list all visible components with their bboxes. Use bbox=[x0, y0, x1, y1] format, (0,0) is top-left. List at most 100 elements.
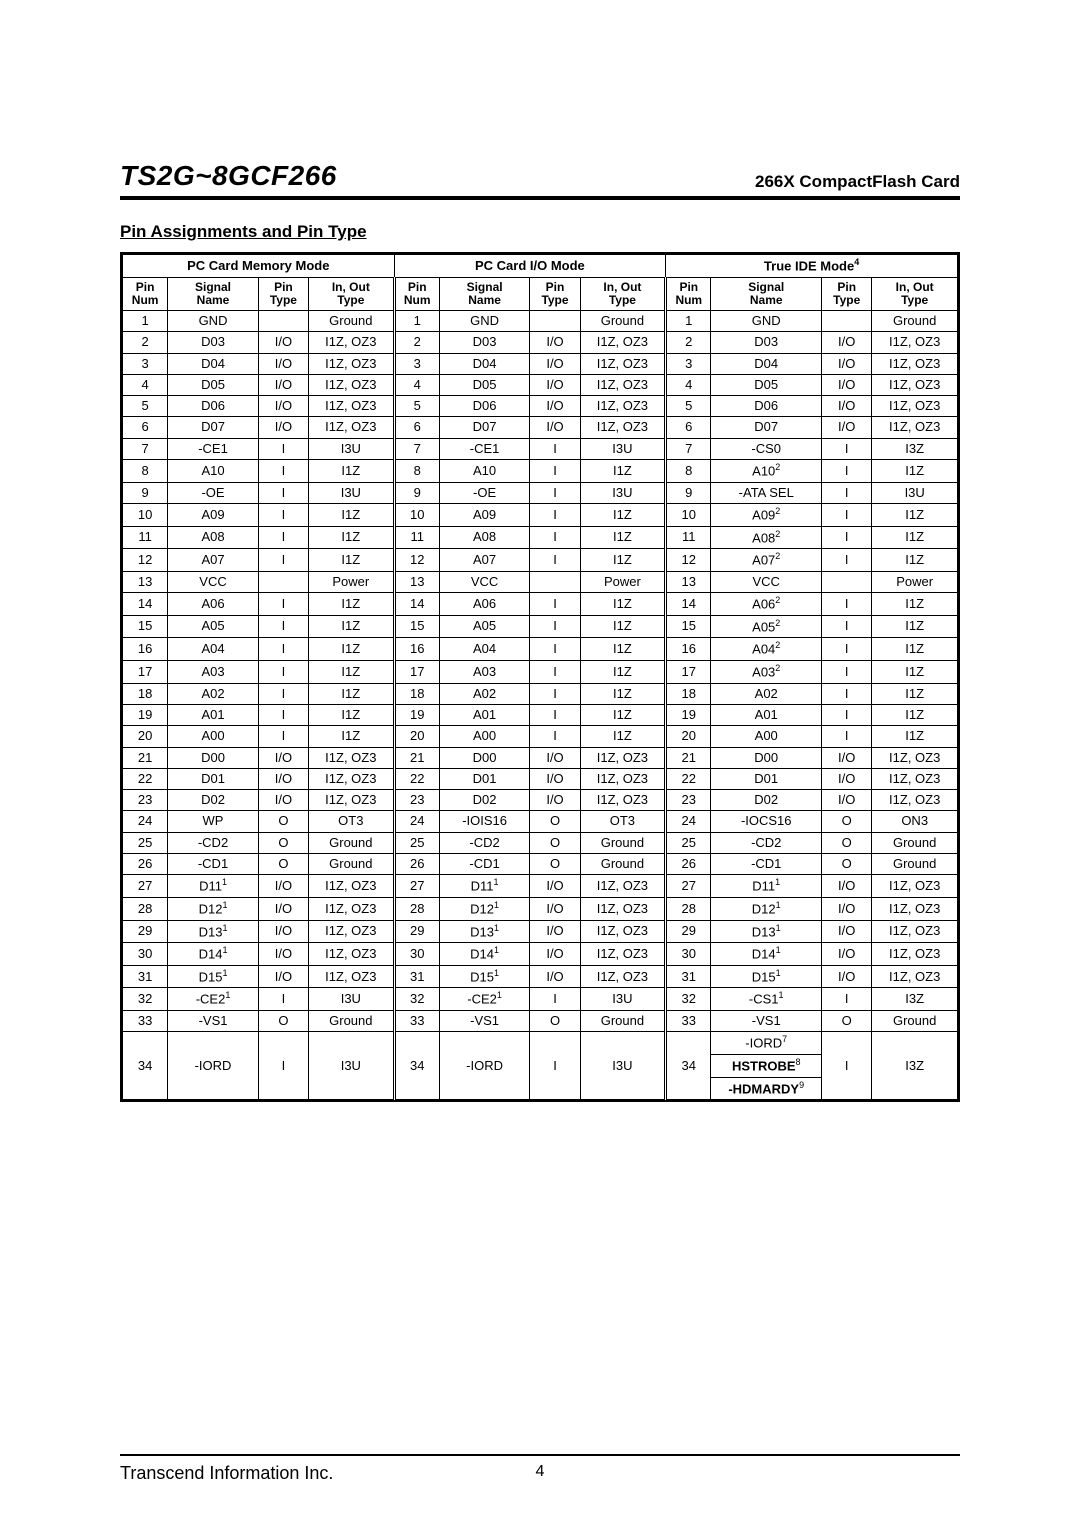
pin-num-io: 33 bbox=[394, 1011, 439, 1032]
io-type-io: I3U bbox=[580, 988, 666, 1011]
io-type-ide: Ground bbox=[872, 832, 958, 853]
pin-type-mem: I bbox=[258, 638, 308, 661]
io-type-io: Ground bbox=[580, 1011, 666, 1032]
signal-name-ide: -IOCS16 bbox=[711, 811, 822, 832]
table-row: 27D111I/OI1Z, OZ327D111I/OI1Z, OZ327D111… bbox=[123, 875, 958, 898]
pin-type-mem: I/O bbox=[258, 374, 308, 395]
table-row: 1GNDGround1GNDGround1GNDGround bbox=[123, 311, 958, 332]
col-sig-name: SignalName bbox=[439, 277, 530, 310]
signal-name-ide: -CD2 bbox=[711, 832, 822, 853]
page: TS2G~8GCF266 266X CompactFlash Card Pin … bbox=[0, 0, 1080, 1528]
io-type-io: I1Z bbox=[580, 661, 666, 684]
pin-num-mem: 30 bbox=[123, 943, 168, 966]
pin-type-io: I/O bbox=[530, 332, 580, 353]
table-row: 26-CD1OGround26-CD1OGround26-CD1OGround bbox=[123, 854, 958, 875]
pin-type-io: I bbox=[530, 1032, 580, 1100]
pin-type-mem bbox=[258, 311, 308, 332]
pin-type-mem: I/O bbox=[258, 747, 308, 768]
pin-type-mem: I bbox=[258, 1032, 308, 1100]
pin-num-ide: 24 bbox=[666, 811, 711, 832]
pin-type-io: I/O bbox=[530, 897, 580, 920]
pin-num-io: 27 bbox=[394, 875, 439, 898]
io-type-ide: ON3 bbox=[872, 811, 958, 832]
signal-name-io: D00 bbox=[439, 747, 530, 768]
signal-name-io: D141 bbox=[439, 943, 530, 966]
product-subtitle: 266X CompactFlash Card bbox=[755, 172, 960, 192]
pin-type-io: I/O bbox=[530, 353, 580, 374]
pin-num-mem: 19 bbox=[123, 704, 168, 725]
io-type-ide: I1Z, OZ3 bbox=[872, 747, 958, 768]
io-type-ide: I1Z bbox=[872, 683, 958, 704]
signal-name-io: -CE1 bbox=[439, 438, 530, 459]
io-type-io: Ground bbox=[580, 832, 666, 853]
pin-type-io: I bbox=[530, 482, 580, 503]
pin-type-mem: I bbox=[258, 661, 308, 684]
footer: Transcend Information Inc. 4 bbox=[120, 1463, 960, 1484]
table-row: 30D141I/OI1Z, OZ330D141I/OI1Z, OZ330D141… bbox=[123, 943, 958, 966]
signal-name-mem: A05 bbox=[168, 615, 259, 638]
pin-num-mem: 22 bbox=[123, 768, 168, 789]
pin-type-ide: I bbox=[822, 482, 872, 503]
io-type-ide: I1Z bbox=[872, 504, 958, 527]
table-row: 23D02I/OI1Z, OZ323D02I/OI1Z, OZ323D02I/O… bbox=[123, 790, 958, 811]
pin-type-io: I bbox=[530, 988, 580, 1011]
signal-name-mem: D05 bbox=[168, 374, 259, 395]
pin-type-ide: I/O bbox=[822, 790, 872, 811]
table-row: 4D05I/OI1Z, OZ34D05I/OI1Z, OZ34D05I/OI1Z… bbox=[123, 374, 958, 395]
signal-name-io: D131 bbox=[439, 920, 530, 943]
pin-type-io: I/O bbox=[530, 396, 580, 417]
pin-type-mem: I bbox=[258, 460, 308, 483]
pin-type-ide: I/O bbox=[822, 332, 872, 353]
io-type-mem: I1Z bbox=[309, 615, 395, 638]
pin-type-mem: I/O bbox=[258, 965, 308, 988]
pin-num-io: 6 bbox=[394, 417, 439, 438]
io-type-ide: I1Z, OZ3 bbox=[872, 396, 958, 417]
signal-name-mem: -CE1 bbox=[168, 438, 259, 459]
pin-type-io: I/O bbox=[530, 943, 580, 966]
io-type-ide: I1Z, OZ3 bbox=[872, 920, 958, 943]
pin-type-ide: O bbox=[822, 811, 872, 832]
io-type-mem: Ground bbox=[309, 311, 395, 332]
pin-num-io: 24 bbox=[394, 811, 439, 832]
pin-num-io: 18 bbox=[394, 683, 439, 704]
io-type-io: I1Z, OZ3 bbox=[580, 374, 666, 395]
io-type-io: Power bbox=[580, 571, 666, 592]
signal-name-ide: A032 bbox=[711, 661, 822, 684]
io-type-io: Ground bbox=[580, 311, 666, 332]
io-type-ide: Power bbox=[872, 571, 958, 592]
pin-type-ide: I bbox=[822, 683, 872, 704]
pin-num-mem: 6 bbox=[123, 417, 168, 438]
pin-num-ide: 33 bbox=[666, 1011, 711, 1032]
io-type-mem: I1Z, OZ3 bbox=[309, 332, 395, 353]
signal-name-ide: A00 bbox=[711, 726, 822, 747]
footer-rule bbox=[120, 1454, 960, 1456]
pin-num-ide: 7 bbox=[666, 438, 711, 459]
signal-name-io: GND bbox=[439, 311, 530, 332]
io-type-mem: OT3 bbox=[309, 811, 395, 832]
io-type-ide: I1Z bbox=[872, 549, 958, 572]
pin-num-mem: 31 bbox=[123, 965, 168, 988]
pin-type-mem bbox=[258, 571, 308, 592]
pin-num-ide: 29 bbox=[666, 920, 711, 943]
pin-num-io: 16 bbox=[394, 638, 439, 661]
io-type-io: I1Z, OZ3 bbox=[580, 897, 666, 920]
io-type-mem: I1Z, OZ3 bbox=[309, 768, 395, 789]
pin-type-mem: I/O bbox=[258, 897, 308, 920]
pin-num-mem: 33 bbox=[123, 1011, 168, 1032]
table-row: 31D151I/OI1Z, OZ331D151I/OI1Z, OZ331D151… bbox=[123, 965, 958, 988]
footer-page: 4 bbox=[120, 1463, 960, 1481]
pin-num-mem: 14 bbox=[123, 593, 168, 616]
pin-table-wrap: PC Card Memory Mode PC Card I/O Mode Tru… bbox=[120, 252, 960, 1102]
pin-num-ide: 26 bbox=[666, 854, 711, 875]
mode-header-ide-sup: 4 bbox=[854, 257, 859, 267]
pin-type-mem: I bbox=[258, 704, 308, 725]
io-type-mem: I1Z bbox=[309, 704, 395, 725]
io-type-mem: I1Z bbox=[309, 638, 395, 661]
io-type-io: I1Z, OZ3 bbox=[580, 353, 666, 374]
pin-num-mem: 18 bbox=[123, 683, 168, 704]
col-io-type: In, OutType bbox=[872, 277, 958, 310]
mode-header-io: PC Card I/O Mode bbox=[394, 255, 666, 278]
signal-name-mem: D151 bbox=[168, 965, 259, 988]
pin-type-mem: I bbox=[258, 482, 308, 503]
io-type-ide: I1Z bbox=[872, 593, 958, 616]
